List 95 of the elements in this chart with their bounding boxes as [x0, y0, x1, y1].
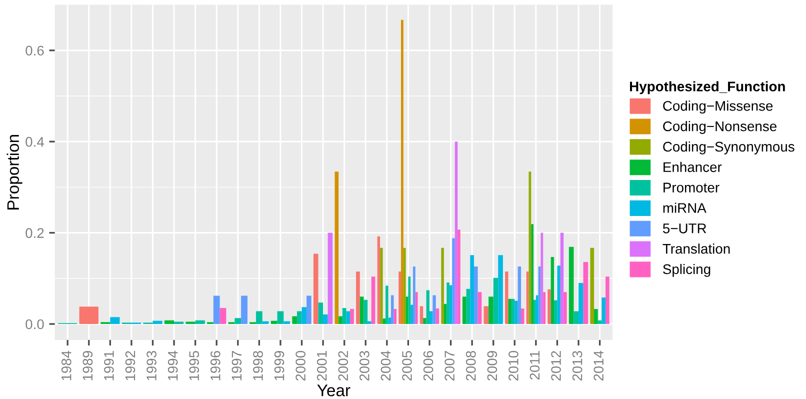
x-tick-label: 1994	[168, 350, 178, 380]
bar	[458, 230, 460, 324]
bar	[564, 292, 567, 324]
bar	[401, 20, 404, 324]
x-tick-label: 2006	[423, 350, 434, 381]
x-tick-label: 2009	[487, 351, 498, 381]
bar	[578, 282, 584, 324]
bar	[550, 256, 554, 324]
bar	[394, 308, 396, 324]
bar	[302, 307, 307, 324]
bar	[398, 272, 402, 324]
legend-label: Enhancer	[664, 162, 722, 172]
bar	[420, 306, 424, 324]
bar	[540, 232, 544, 324]
bar	[554, 300, 558, 324]
bar	[391, 295, 394, 324]
bar	[334, 172, 339, 324]
bar	[454, 142, 458, 324]
legend-label: Splicing	[663, 264, 710, 277]
bar	[350, 308, 354, 324]
bar	[436, 308, 440, 324]
bar	[426, 290, 430, 324]
y-tick-label: 0.2	[26, 228, 44, 238]
y-tick-label: 0.0	[26, 319, 44, 330]
legend-title: Hypothesized_Function	[630, 81, 785, 94]
bar	[342, 308, 346, 324]
x-tick-label: 2010	[508, 350, 518, 381]
y-tick-label: 0.6	[26, 46, 44, 56]
bar	[514, 300, 518, 324]
bar	[364, 300, 368, 324]
x-axis-title: Year	[317, 384, 350, 396]
x-tick-label: 2001	[316, 351, 327, 381]
bar	[583, 262, 588, 324]
bar	[474, 266, 478, 324]
x-tick-label: 2003	[360, 350, 370, 381]
bar	[574, 311, 578, 324]
legend-label: Translation	[662, 244, 730, 254]
x-tick-label: 2005	[402, 350, 412, 381]
bar	[338, 316, 342, 324]
bar	[478, 292, 482, 324]
bar	[423, 318, 426, 324]
x-tick-label: 1991	[104, 351, 114, 380]
x-tick-label: 2012	[551, 351, 561, 381]
legend-label: miRNA	[663, 202, 706, 213]
x-tick-label: 1989	[82, 351, 93, 380]
bar	[360, 296, 364, 324]
x-tick-label: 2004	[380, 350, 391, 381]
x-tick-label: 2011	[530, 351, 540, 380]
legend-label: Coding−Nonsense	[663, 121, 776, 134]
bar	[323, 314, 328, 324]
x-tick-label: 1997	[232, 351, 242, 380]
bar	[521, 308, 524, 324]
x-tick-label: 2014	[594, 350, 604, 381]
x-tick-label: 1998	[253, 350, 263, 380]
bar	[371, 276, 376, 324]
legend-label: 5−UTR	[662, 224, 706, 234]
x-tick-label: 1995	[189, 350, 200, 380]
bar	[606, 276, 610, 324]
bar	[368, 321, 372, 324]
bar	[560, 232, 564, 324]
bar	[557, 266, 560, 324]
x-tick-label: 1999	[274, 351, 284, 380]
bar	[444, 304, 447, 324]
bar	[380, 248, 383, 324]
legend-label: Coding−Missense	[663, 100, 773, 114]
x-tick-label: 2008	[466, 350, 476, 381]
bar	[356, 272, 360, 324]
x-tick-label: 2007	[444, 351, 454, 381]
bar	[528, 172, 532, 324]
x-tick-label: 1996	[210, 350, 220, 380]
x-tick-label: 2002	[338, 351, 348, 381]
x-tick-label: 2013	[572, 350, 582, 381]
bar	[511, 298, 515, 324]
bar	[346, 311, 350, 324]
y-axis-title: Proportion	[6, 135, 22, 210]
legend-label: Coding−Synonymous	[663, 141, 794, 154]
y-tick-label: 0.4	[26, 136, 44, 147]
bar	[548, 289, 551, 324]
bar	[518, 266, 522, 324]
x-tick-label: 1984	[61, 350, 72, 380]
bar	[412, 266, 416, 324]
bar	[432, 295, 436, 324]
bar	[388, 318, 392, 324]
bar	[508, 298, 512, 324]
x-tick-label: 1993	[146, 350, 156, 380]
bar	[429, 311, 433, 324]
bar	[590, 248, 594, 324]
bar	[543, 292, 546, 324]
bar	[377, 236, 380, 324]
bar	[536, 295, 538, 324]
bar	[415, 292, 418, 324]
x-tick-label: 1992	[125, 351, 136, 380]
x-tick-label: 2000	[296, 350, 306, 381]
bar	[505, 272, 508, 324]
legend-label: Promoter	[664, 182, 720, 192]
